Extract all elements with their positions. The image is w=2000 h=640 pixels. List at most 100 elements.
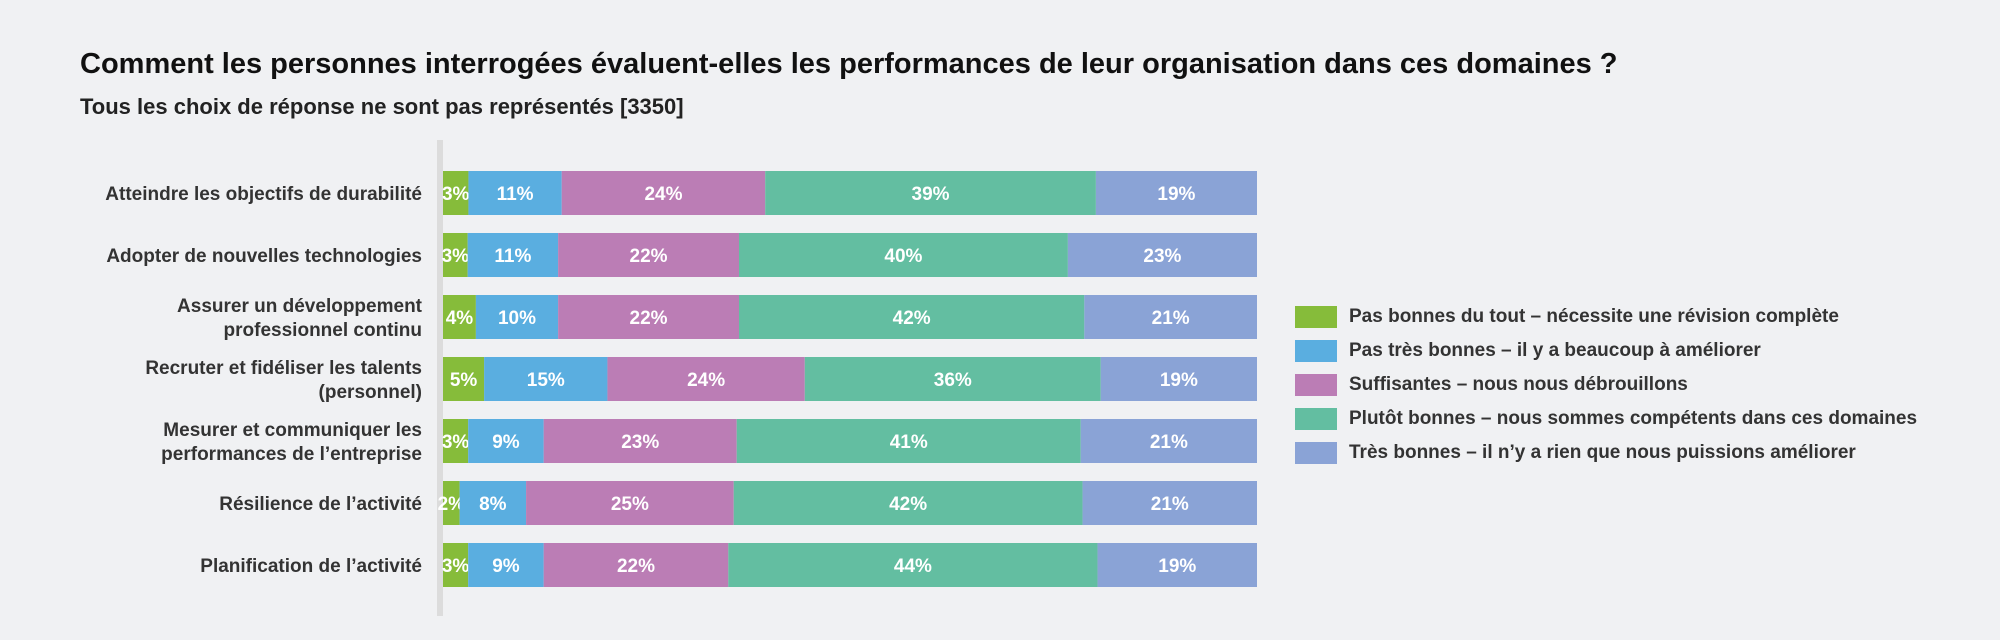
data-label: 9% [492, 432, 520, 453]
legend-label: Très bonnes – il n’y a rien que nous pui… [1349, 442, 1856, 463]
bar-segment [1067, 233, 1257, 277]
legend-swatch [1295, 306, 1337, 328]
bar-segment [1082, 481, 1257, 525]
legend-item: Plutôt bonnes – nous sommes compétents d… [1295, 402, 1917, 436]
data-label: 23% [1143, 246, 1181, 267]
bar-segment [728, 543, 1098, 587]
bar-segment [443, 357, 485, 401]
bar-segment [733, 481, 1083, 525]
data-label: 42% [893, 308, 931, 329]
bar-segment [443, 295, 476, 339]
bar-segment [467, 233, 559, 277]
data-label: 3% [442, 556, 470, 577]
bar-segment [765, 171, 1096, 215]
data-label: 11% [494, 246, 531, 267]
category-label: Adopter de nouvelles technologies [106, 246, 422, 267]
bars-group: 3% 11% 24% 39% 19% 3% 11% 22% 40% 23% 4% 10% 22% 42% 2… [438, 171, 1257, 587]
data-label: 3% [442, 246, 470, 267]
data-label: 8% [479, 494, 507, 515]
data-label: 10% [498, 308, 536, 329]
category-label-line: Mesurer et communiquer les [163, 420, 422, 441]
data-label: 24% [644, 184, 682, 205]
legend-label: Suffisantes – nous nous débrouillons [1349, 374, 1688, 395]
data-label: 5% [450, 370, 478, 391]
legend-swatch [1295, 374, 1337, 396]
legend-label: Plutôt bonnes – nous sommes compétents d… [1349, 408, 1918, 429]
bar-segment [475, 295, 559, 339]
bar-segment [543, 543, 729, 587]
data-label: 24% [687, 370, 725, 391]
bar-segment [543, 419, 737, 463]
legend-item: Pas très bonnes – il y a beaucoup à amél… [1295, 334, 1917, 368]
data-label: 25% [611, 494, 649, 515]
bar-segment [468, 543, 544, 587]
data-label: 21% [1150, 432, 1188, 453]
data-label: 23% [621, 432, 659, 453]
data-label: 2% [438, 494, 466, 515]
legend-swatch [1295, 408, 1337, 430]
bar-segment [459, 481, 527, 525]
category-label: Mesurer et communiquer les performances d… [161, 420, 422, 465]
data-label: 39% [912, 184, 950, 205]
category-label-line: Assurer un développement [177, 296, 423, 317]
data-label: 22% [630, 308, 668, 329]
category-label-line: performances de l’entreprise [161, 444, 422, 465]
bar-segment [1095, 171, 1257, 215]
data-label: 11% [497, 184, 534, 205]
bar-segment [804, 357, 1101, 401]
category-label-line: Atteindre les objectifs de durabilité [105, 184, 422, 205]
data-label: 22% [630, 246, 668, 267]
legend-swatch [1295, 340, 1337, 362]
category-label: Planification de l’activité [200, 556, 422, 577]
data-label: 44% [894, 556, 932, 577]
data-label: 4% [446, 308, 474, 329]
bar-segment [443, 481, 460, 525]
bar-segment [443, 171, 469, 215]
legend-item: Pas bonnes du tout – nécessite une révis… [1295, 300, 1917, 334]
bar-segment [558, 295, 739, 339]
data-label: 3% [442, 432, 470, 453]
bar-segment [443, 233, 468, 277]
category-label: Recruter et fidéliser les talents (person… [145, 358, 422, 403]
bar-segment [607, 357, 805, 401]
bar-segment [736, 419, 1081, 463]
data-label: 21% [1151, 494, 1189, 515]
data-label: 21% [1152, 308, 1190, 329]
bar-segment [468, 419, 544, 463]
bar-segment [739, 233, 1068, 277]
bar-segment [1084, 295, 1257, 339]
category-label: Assurer un développement professionnel co… [177, 296, 423, 341]
bar-segment [484, 357, 608, 401]
legend-label: Pas bonnes du tout – nécessite une révis… [1349, 306, 1839, 327]
data-label: 22% [617, 556, 655, 577]
chart-title: Comment les personnes interrogées évalue… [80, 48, 1618, 80]
bar-segment [561, 171, 766, 215]
data-label: 15% [527, 370, 565, 391]
bar-segment [1100, 357, 1257, 401]
data-label: 36% [934, 370, 972, 391]
chart-subtitle: Tous les choix de réponse ne sont pas re… [80, 94, 684, 119]
bar-segment [443, 419, 469, 463]
legend: Pas bonnes du tout – nécessite une révis… [1295, 300, 1917, 470]
category-label-line: Planification de l’activité [200, 556, 422, 577]
legend-item: Très bonnes – il n’y a rien que nous pui… [1295, 436, 1917, 470]
data-label: 40% [884, 246, 922, 267]
bar-segment [1097, 543, 1257, 587]
bar-segment [558, 233, 739, 277]
data-label: 19% [1158, 556, 1196, 577]
bar-segment [1080, 419, 1257, 463]
bar-segment [468, 171, 562, 215]
data-label: 19% [1160, 370, 1198, 391]
data-label: 41% [890, 432, 928, 453]
category-label: Atteindre les objectifs de durabilité [105, 184, 422, 205]
category-label-line: Résilience de l’activité [219, 494, 422, 515]
category-label-line: (personnel) [319, 382, 422, 403]
axis-line [437, 140, 443, 616]
bar-segment [443, 543, 469, 587]
data-label: 3% [442, 184, 470, 205]
legend-label: Pas très bonnes – il y a beaucoup à amél… [1349, 340, 1761, 361]
bar-segment [739, 295, 1085, 339]
category-label-line: professionnel continu [224, 320, 422, 341]
data-label: 42% [889, 494, 927, 515]
